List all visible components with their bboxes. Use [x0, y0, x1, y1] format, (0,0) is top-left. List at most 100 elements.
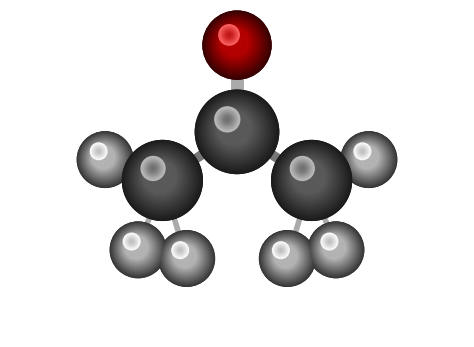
- Circle shape: [162, 234, 211, 282]
- Circle shape: [122, 234, 151, 262]
- Circle shape: [308, 222, 364, 278]
- Circle shape: [276, 247, 294, 265]
- Circle shape: [274, 243, 288, 257]
- Circle shape: [115, 227, 160, 271]
- Circle shape: [91, 145, 117, 170]
- Circle shape: [220, 26, 238, 44]
- Circle shape: [147, 162, 159, 175]
- Circle shape: [121, 232, 153, 264]
- Circle shape: [211, 19, 260, 68]
- Circle shape: [119, 230, 155, 266]
- Circle shape: [300, 168, 316, 184]
- Circle shape: [291, 159, 328, 196]
- Circle shape: [173, 244, 197, 268]
- Circle shape: [354, 144, 381, 171]
- Circle shape: [114, 226, 161, 273]
- Circle shape: [161, 233, 211, 283]
- Circle shape: [142, 158, 164, 179]
- Circle shape: [87, 141, 120, 175]
- Circle shape: [101, 154, 104, 157]
- Circle shape: [279, 248, 283, 252]
- Circle shape: [84, 138, 124, 178]
- Circle shape: [225, 30, 234, 40]
- Circle shape: [100, 153, 105, 159]
- Circle shape: [264, 236, 309, 280]
- Circle shape: [174, 244, 186, 256]
- Circle shape: [268, 239, 304, 275]
- Circle shape: [85, 139, 123, 177]
- Circle shape: [311, 225, 360, 274]
- Circle shape: [299, 165, 306, 172]
- Circle shape: [156, 173, 160, 177]
- Circle shape: [282, 252, 288, 258]
- Circle shape: [95, 147, 102, 155]
- Circle shape: [301, 169, 315, 183]
- Circle shape: [97, 150, 100, 153]
- Circle shape: [365, 155, 367, 157]
- Circle shape: [122, 233, 152, 263]
- Circle shape: [325, 237, 334, 246]
- Circle shape: [222, 28, 236, 42]
- Circle shape: [179, 248, 182, 252]
- Circle shape: [231, 38, 236, 43]
- Circle shape: [224, 30, 234, 40]
- Circle shape: [277, 246, 285, 254]
- Circle shape: [110, 222, 166, 278]
- Circle shape: [98, 151, 100, 152]
- Circle shape: [261, 232, 313, 284]
- Circle shape: [130, 241, 142, 253]
- Circle shape: [146, 163, 173, 190]
- Circle shape: [314, 228, 356, 270]
- Circle shape: [306, 174, 309, 176]
- Circle shape: [282, 253, 287, 257]
- Circle shape: [279, 148, 342, 211]
- Circle shape: [301, 167, 304, 170]
- Circle shape: [356, 144, 369, 158]
- Circle shape: [299, 166, 305, 171]
- Circle shape: [216, 108, 238, 130]
- Circle shape: [178, 249, 190, 261]
- Circle shape: [281, 251, 289, 259]
- Circle shape: [201, 96, 271, 166]
- Circle shape: [180, 251, 188, 259]
- Circle shape: [280, 251, 290, 260]
- Circle shape: [351, 141, 385, 175]
- Circle shape: [360, 149, 365, 154]
- Circle shape: [274, 245, 297, 268]
- Circle shape: [219, 27, 251, 58]
- Circle shape: [164, 235, 209, 280]
- Circle shape: [135, 153, 187, 204]
- Circle shape: [155, 172, 161, 178]
- Circle shape: [357, 147, 376, 167]
- Circle shape: [148, 165, 171, 188]
- Circle shape: [201, 95, 273, 167]
- Circle shape: [273, 242, 289, 258]
- Circle shape: [131, 149, 192, 210]
- Circle shape: [87, 141, 121, 175]
- Circle shape: [183, 254, 184, 255]
- Circle shape: [280, 149, 341, 210]
- Circle shape: [78, 132, 132, 187]
- Circle shape: [126, 144, 198, 216]
- Circle shape: [228, 36, 239, 46]
- Circle shape: [124, 236, 148, 260]
- Circle shape: [231, 38, 237, 43]
- Circle shape: [283, 151, 337, 206]
- Circle shape: [278, 248, 292, 263]
- Circle shape: [204, 12, 270, 78]
- Circle shape: [274, 143, 348, 217]
- Circle shape: [124, 235, 149, 260]
- Circle shape: [176, 246, 184, 254]
- Circle shape: [227, 33, 231, 37]
- Circle shape: [358, 149, 375, 165]
- Circle shape: [128, 146, 196, 213]
- Circle shape: [273, 244, 298, 269]
- Circle shape: [152, 169, 165, 183]
- Circle shape: [230, 124, 236, 129]
- Circle shape: [281, 251, 288, 259]
- Circle shape: [90, 144, 117, 171]
- Circle shape: [133, 244, 137, 248]
- Circle shape: [207, 101, 265, 159]
- Circle shape: [124, 142, 200, 218]
- Circle shape: [130, 242, 141, 252]
